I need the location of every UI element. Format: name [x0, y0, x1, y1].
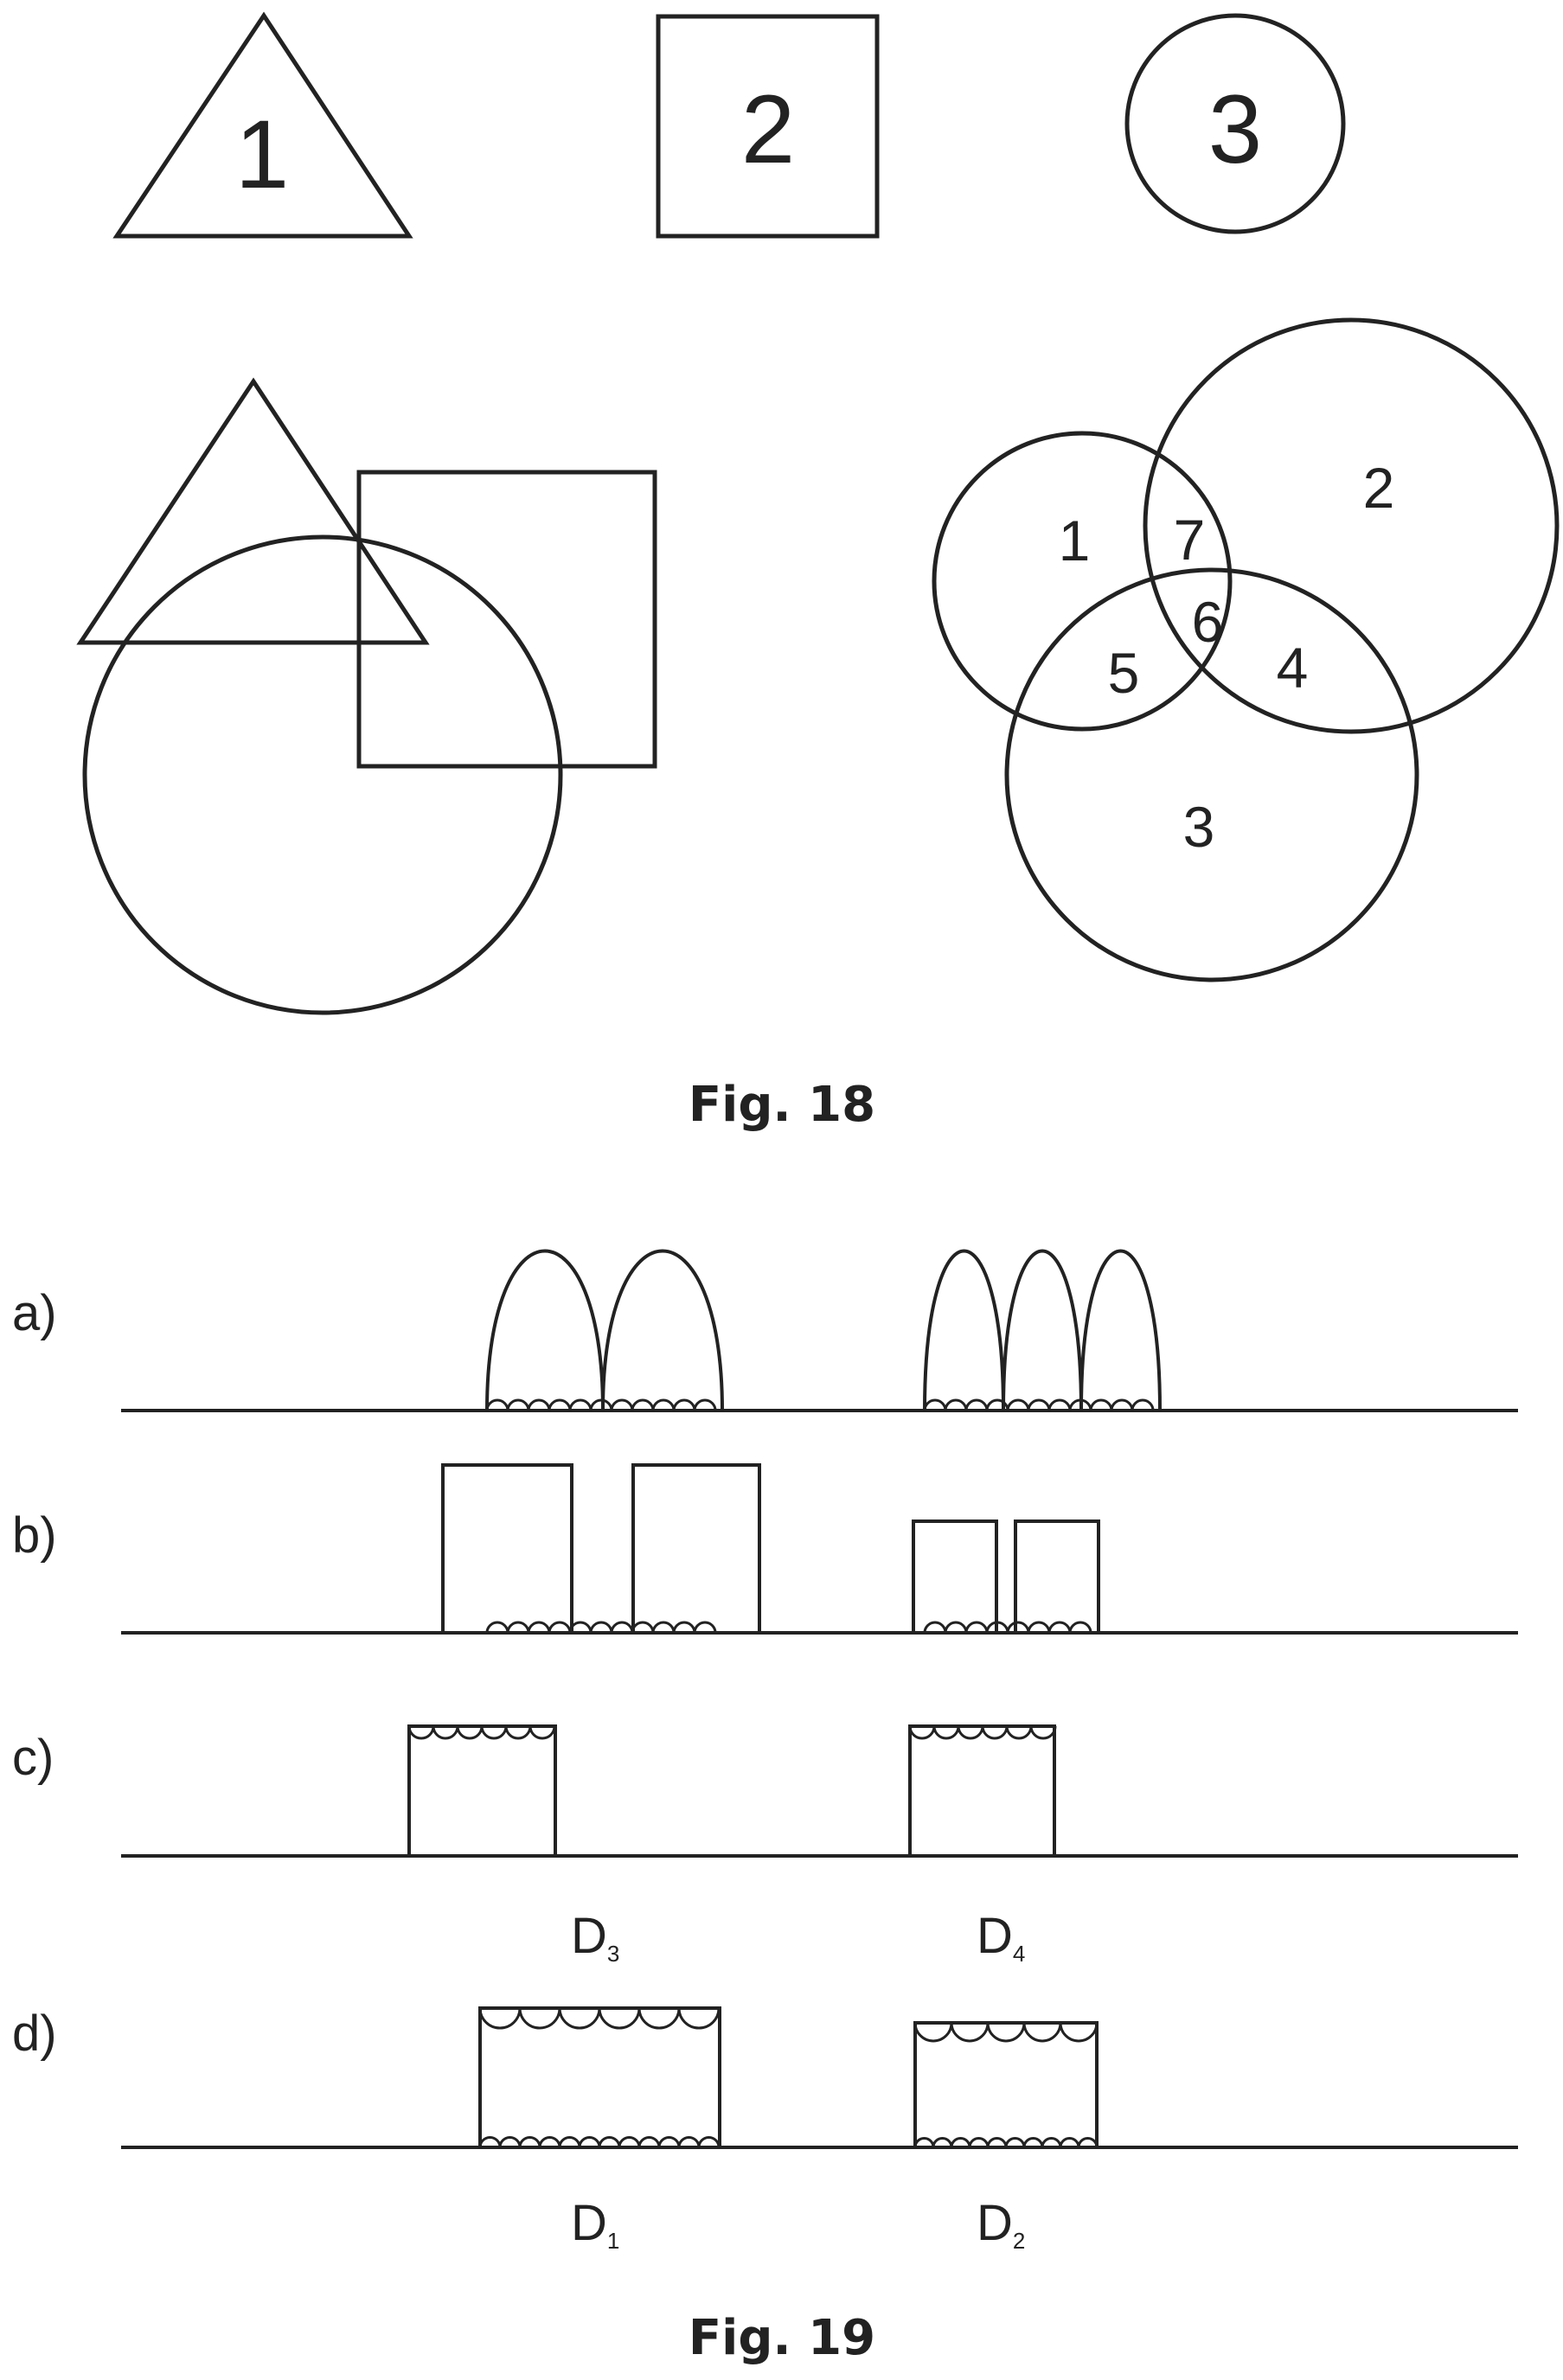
overlap-circle: [85, 537, 561, 1013]
arch-pulse: [1003, 1251, 1081, 1411]
square-label: 2: [741, 75, 795, 183]
arch-pulse: [487, 1251, 603, 1411]
venn-label-3: 3: [1183, 795, 1215, 859]
venn-label-4: 4: [1277, 636, 1309, 700]
rect-pulse: [1015, 1521, 1099, 1633]
rect-pulse-d1: [480, 2008, 720, 2147]
venn-label-2: 2: [1363, 456, 1395, 520]
ripple-c2: [910, 1726, 1055, 1738]
fig19-caption: Fig. 19: [689, 2310, 875, 2366]
rect-pulse: [443, 1465, 572, 1633]
label-d2: D2: [977, 2195, 1025, 2254]
fig18-caption: Fig. 18: [689, 1077, 875, 1133]
row-label-a: a): [12, 1285, 57, 1341]
arch-pulse: [1081, 1251, 1160, 1411]
label-d3: D3: [571, 1908, 619, 1967]
venn-label-1: 1: [1059, 509, 1091, 573]
ripple-d1-top: [480, 2008, 719, 2028]
venn-label-5: 5: [1108, 641, 1140, 705]
row-label-b: b): [12, 1507, 57, 1564]
rect-pulse-d4: [910, 1726, 1054, 1856]
venn-circle-2: [1145, 320, 1557, 732]
triangle-label: 1: [235, 100, 289, 208]
circle-label: 3: [1208, 75, 1262, 183]
label-d4: D4: [977, 1908, 1025, 1967]
overlap-square: [359, 472, 655, 766]
row-label-d: d): [12, 2006, 57, 2062]
rect-pulse: [633, 1465, 759, 1633]
arch-pulse: [925, 1251, 1003, 1411]
row-label-c: c): [12, 1730, 54, 1786]
venn-label-6: 6: [1192, 590, 1224, 654]
venn-label-7: 7: [1174, 508, 1206, 572]
overlap-triangle: [80, 381, 426, 643]
venn-circle-1: [934, 433, 1230, 729]
rect-pulse: [913, 1521, 996, 1633]
ripple-c1: [409, 1726, 554, 1738]
ripple-d2-top: [915, 2023, 1097, 2041]
label-d1: D1: [571, 2195, 619, 2254]
arch-pulse: [603, 1251, 722, 1411]
rect-pulse-d3: [409, 1726, 555, 1856]
